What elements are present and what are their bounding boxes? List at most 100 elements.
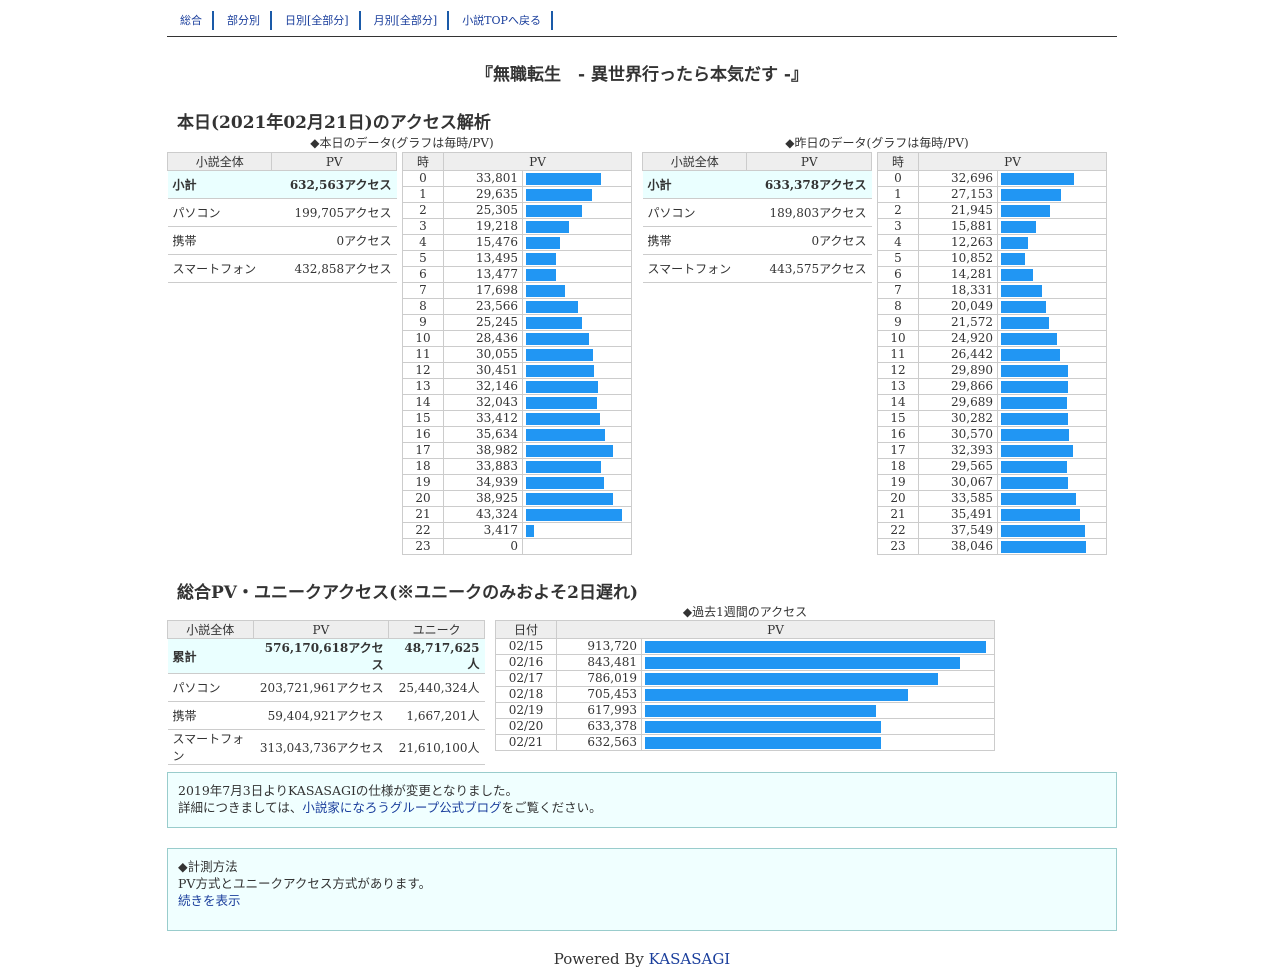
hourly-row: 13 29,866 — [877, 378, 1107, 395]
hour-cell: 8 — [402, 298, 444, 315]
pv-bar — [1001, 492, 1076, 505]
total-pv: 59,404,921アクセス — [253, 701, 389, 730]
pv-bar — [645, 720, 881, 733]
hourly-row: 19 34,939 — [402, 474, 632, 491]
summary-label: 携帯 — [167, 226, 272, 255]
bar-cell — [522, 330, 632, 347]
today-hourly-table: 時 PV 0 33,801 1 29,635 2 25,305 3 19,218 4 15,476… — [402, 152, 632, 555]
pv-bar — [645, 640, 986, 653]
pv-bar — [526, 508, 622, 521]
show-more-link[interactable]: 続きを表示 — [178, 893, 241, 908]
hourly-row: 15 30,282 — [877, 410, 1107, 427]
hour-cell: 7 — [402, 282, 444, 299]
pv-cell: 18,331 — [918, 282, 998, 299]
total-row: スマートフォン 313,043,736アクセス 21,610,100人 — [167, 729, 485, 765]
total-row: 累計 576,170,618アクセス 48,717,625人 — [167, 638, 485, 674]
pv-bar — [526, 412, 600, 425]
pv-bar — [526, 220, 569, 233]
hour-cell: 0 — [402, 170, 444, 187]
pv-bar — [526, 268, 556, 281]
hourly-row: 1 29,635 — [402, 186, 632, 203]
total-unique: 21,610,100人 — [388, 729, 485, 765]
hour-cell: 3 — [402, 218, 444, 235]
bar-cell — [997, 426, 1107, 443]
pv-cell: 29,866 — [918, 378, 998, 395]
hourly-row: 3 19,218 — [402, 218, 632, 235]
hour-cell: 23 — [402, 538, 444, 555]
bar-cell — [522, 378, 632, 395]
hourly-row: 5 10,852 — [877, 250, 1107, 267]
hour-cell: 4 — [402, 234, 444, 251]
pv-cell: 617,993 — [556, 702, 642, 719]
pv-cell: 25,305 — [443, 202, 523, 219]
bar-cell — [522, 522, 632, 539]
summary-row: 携帯 0アクセス — [642, 226, 872, 255]
hourly-row: 7 17,698 — [402, 282, 632, 299]
hour-cell: 14 — [402, 394, 444, 411]
hour-cell: 23 — [877, 538, 919, 555]
pv-bar — [1001, 284, 1042, 297]
nav-link-daily[interactable]: 日別[全部分] — [272, 10, 361, 30]
nav-link-back-to-top[interactable]: 小説TOPへ戻る — [449, 10, 553, 30]
weekly-row: 02/17 786,019 — [495, 670, 995, 687]
hourly-header-hour: 時 — [877, 152, 919, 171]
pv-cell: 33,801 — [443, 170, 523, 187]
official-blog-link[interactable]: 小説家になろうグループ公式ブログ — [302, 800, 502, 815]
nav-divider — [167, 36, 1117, 37]
pv-cell: 10,852 — [918, 250, 998, 267]
pv-bar — [1001, 460, 1067, 473]
pv-bar — [526, 316, 582, 329]
pv-bar — [526, 188, 592, 201]
bar-cell — [522, 234, 632, 251]
pv-bar — [526, 172, 601, 185]
hourly-row: 15 33,412 — [402, 410, 632, 427]
hourly-row: 5 13,495 — [402, 250, 632, 267]
hour-cell: 16 — [402, 426, 444, 443]
nav-link-overall[interactable]: 総合 — [167, 10, 214, 30]
pv-bar — [526, 444, 613, 457]
summary-value: 632,563アクセス — [271, 170, 397, 199]
pv-cell: 14,281 — [918, 266, 998, 283]
bar-cell — [522, 186, 632, 203]
hour-cell: 3 — [877, 218, 919, 235]
pv-cell: 29,890 — [918, 362, 998, 379]
summary-row: 小計 632,563アクセス — [167, 170, 397, 199]
bar-cell — [997, 202, 1107, 219]
hourly-row: 0 33,801 — [402, 170, 632, 187]
hour-cell: 17 — [402, 442, 444, 459]
weekly-caption: ◆過去1週間のアクセス — [682, 605, 808, 619]
weekly-row: 02/18 705,453 — [495, 686, 995, 703]
hour-cell: 13 — [402, 378, 444, 395]
date-cell: 02/17 — [495, 670, 557, 687]
nav-menu: 総合 部分別 日別[全部分] 月別[全部分] 小説TOPへ戻る — [167, 10, 553, 30]
hour-cell: 22 — [877, 522, 919, 539]
bar-cell — [997, 410, 1107, 427]
pv-cell: 27,153 — [918, 186, 998, 203]
weekly-row: 02/19 617,993 — [495, 702, 995, 719]
bar-cell — [522, 218, 632, 235]
pv-bar — [1001, 300, 1046, 313]
hour-cell: 16 — [877, 426, 919, 443]
bar-cell — [522, 474, 632, 491]
kasasagi-link[interactable]: KASASAGI — [648, 950, 731, 968]
yesterday-caption: ◆昨日のデータ(グラフは毎時/PV) — [785, 136, 969, 150]
hourly-row: 14 29,689 — [877, 394, 1107, 411]
summary-label: スマートフォン — [167, 254, 272, 283]
hour-cell: 22 — [402, 522, 444, 539]
pv-cell: 913,720 — [556, 638, 642, 655]
weekly-row: 02/15 913,720 — [495, 638, 995, 655]
nav-link-monthly[interactable]: 月別[全部分] — [361, 10, 450, 30]
pv-cell: 28,436 — [443, 330, 523, 347]
nav-link-parts[interactable]: 部分別 — [214, 10, 272, 30]
pv-cell: 30,067 — [918, 474, 998, 491]
footer: Powered By KASASAGI — [167, 950, 1117, 968]
bar-cell — [997, 266, 1107, 283]
pv-cell: 26,442 — [918, 346, 998, 363]
bar-cell — [997, 186, 1107, 203]
total-label: 携帯 — [167, 701, 254, 730]
pv-cell: 29,635 — [443, 186, 523, 203]
today-summary-table: 小説全体 PV 小計 632,563アクセス パソコン 199,705アクセス 携帯 0ア… — [166, 152, 397, 283]
page-title: 『無職転生 - 異世界行ったら本気だす -』 — [476, 65, 808, 85]
pv-bar — [1001, 332, 1057, 345]
total-row: パソコン 203,721,961アクセス 25,440,324人 — [167, 673, 485, 702]
